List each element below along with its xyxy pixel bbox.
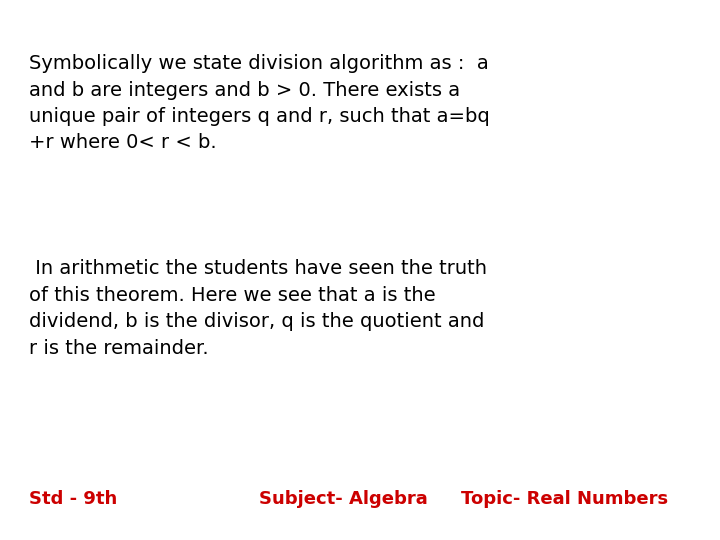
Text: Topic- Real Numbers: Topic- Real Numbers bbox=[461, 490, 668, 508]
Text: Subject- Algebra: Subject- Algebra bbox=[259, 490, 428, 508]
Text: Std - 9th: Std - 9th bbox=[29, 490, 117, 508]
Text: In arithmetic the students have seen the truth
of this theorem. Here we see that: In arithmetic the students have seen the… bbox=[29, 259, 487, 357]
Text: Symbolically we state division algorithm as :  a
and b are integers and b > 0. T: Symbolically we state division algorithm… bbox=[29, 54, 490, 152]
